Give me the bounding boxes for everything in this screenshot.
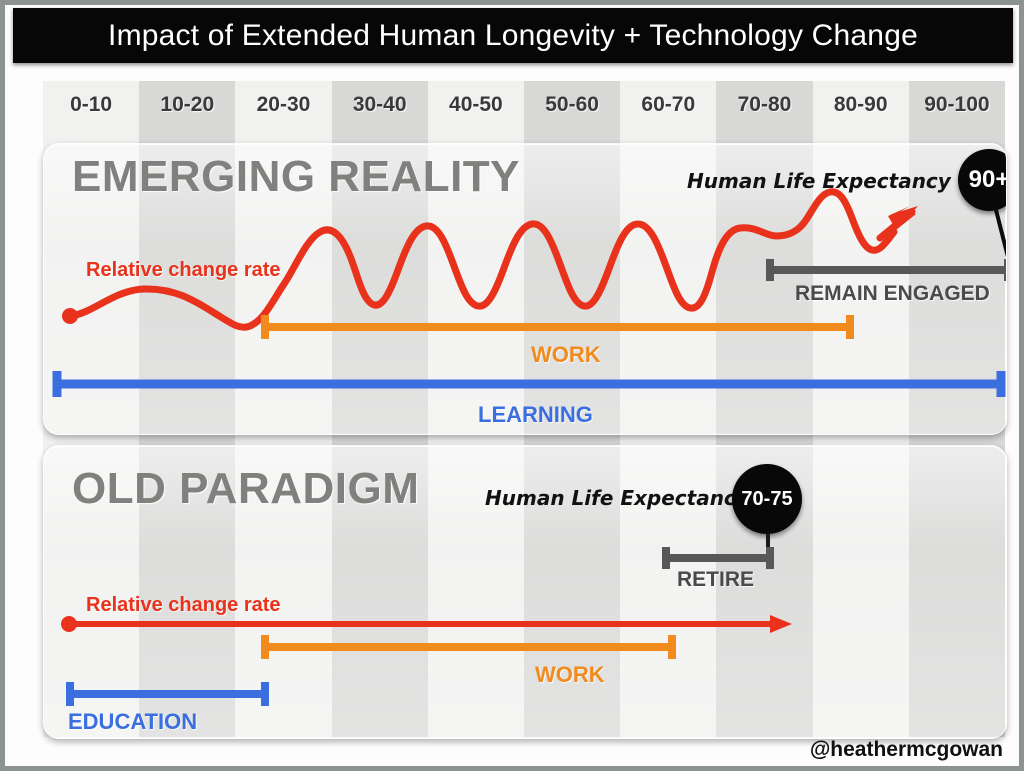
change-rate-label-bottom: Relative change rate xyxy=(86,594,281,616)
bar-remain-engaged xyxy=(766,259,1006,281)
age-band-80-90: 80-90 xyxy=(815,83,906,127)
page-title: Impact of Extended Human Longevity + Tec… xyxy=(108,18,918,52)
life-expectancy-label-bottom: Human Life Expectancy xyxy=(485,486,749,510)
age-band-50-60: 50-60 xyxy=(527,83,618,127)
life-expectancy-badge-bottom: 70-75 xyxy=(732,464,802,534)
change-rate-line-bottom xyxy=(61,615,792,633)
change-rate-arrow-tip-top xyxy=(892,206,918,222)
bar-label-work-top: WORK xyxy=(531,342,601,367)
age-band-row: 0-10 10-20 20-30 30-40 40-50 50-60 60-70 70-80 8… xyxy=(43,83,1005,127)
bar-label-learning: LEARNING xyxy=(478,402,593,427)
age-band-0-10: 0-10 xyxy=(46,83,137,127)
bar-work-top xyxy=(261,315,854,339)
badge-leader-line-top xyxy=(993,205,1006,258)
change-rate-arrow-top xyxy=(888,206,916,230)
bar-label-work-bottom: WORK xyxy=(535,662,605,687)
age-band-90-100: 90-100 xyxy=(911,83,1002,127)
panel-title-old-paradigm: OLD PARADIGM xyxy=(72,464,420,513)
title-bar: Impact of Extended Human Longevity + Tec… xyxy=(13,8,1013,63)
life-expectancy-badge-top: 90+ xyxy=(958,149,1006,211)
life-expectancy-label-top: Human Life Expectancy xyxy=(687,169,951,193)
panel-old-paradigm: OLD PARADIGM Human Life Expectancy 70-75 xyxy=(43,445,1007,739)
bar-label-remain-engaged: REMAIN ENGAGED xyxy=(795,282,990,305)
age-band-40-50: 40-50 xyxy=(430,83,521,127)
panel-emerging-reality: EMERGING REALITY Human Life Expectancy 9… xyxy=(43,143,1007,435)
age-band-70-80: 70-80 xyxy=(719,83,810,127)
bar-label-retire: RETIRE xyxy=(677,568,755,591)
bar-learning xyxy=(52,371,1006,397)
bar-retire xyxy=(662,547,774,569)
age-band-30-40: 30-40 xyxy=(334,83,425,127)
change-rate-label-top: Relative change rate xyxy=(86,259,281,281)
bar-work-bottom xyxy=(261,635,676,659)
age-band-10-20: 10-20 xyxy=(142,83,233,127)
bar-label-education: EDUCATION xyxy=(68,709,198,734)
change-rate-arrow-stem-top xyxy=(876,208,916,242)
change-rate-start-dot-top xyxy=(62,308,78,324)
author-handle: @heathermcgowan xyxy=(809,738,1003,761)
age-band-60-70: 60-70 xyxy=(623,83,714,127)
bar-education xyxy=(66,682,269,706)
age-band-20-30: 20-30 xyxy=(238,83,329,127)
panel-title-emerging-reality: EMERGING REALITY xyxy=(72,152,521,201)
